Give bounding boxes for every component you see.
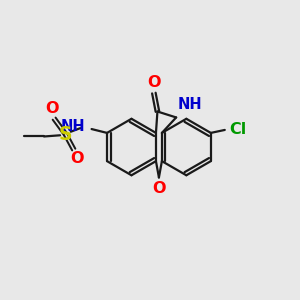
Text: NH: NH <box>61 118 86 134</box>
Text: Cl: Cl <box>229 122 247 137</box>
Text: O: O <box>152 181 166 196</box>
Text: NH: NH <box>178 97 202 112</box>
Text: O: O <box>70 151 84 166</box>
Text: O: O <box>147 74 160 89</box>
Text: S: S <box>59 124 72 144</box>
Text: O: O <box>45 101 58 116</box>
